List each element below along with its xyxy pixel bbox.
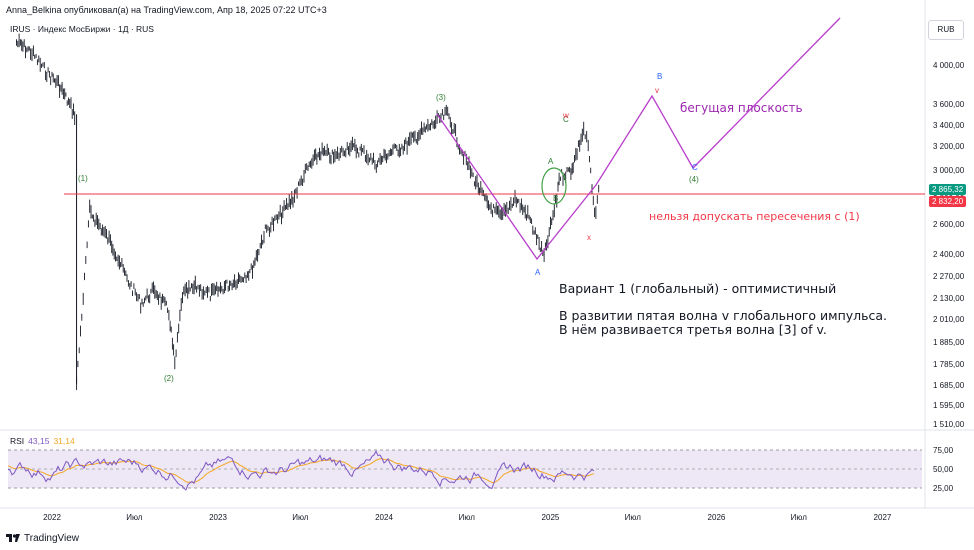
y-tick-label: 1 885,00 [933, 338, 965, 347]
rsi-line [7, 450, 595, 491]
y-tick-label: 3 000,00 [933, 166, 965, 175]
wave-label-w[interactable]: w [563, 111, 569, 120]
y-tick-label: 3 200,00 [933, 142, 965, 151]
footer-brand[interactable]: TradingView [6, 533, 79, 544]
wave-circle[interactable] [541, 167, 567, 205]
wave-label-4[interactable]: (4) [689, 175, 699, 184]
x-tick-label: 2024 [375, 513, 393, 522]
x-tick-label: Июл [459, 513, 476, 522]
wave-label-3[interactable]: (3) [436, 93, 446, 102]
x-tick-label: Июл [791, 513, 808, 522]
rsi-tick-label: 75,00 [933, 446, 954, 455]
wave-label-a-low[interactable]: A [535, 268, 541, 277]
rsi-legend[interactable]: RSI 43,15 31,14 [10, 436, 75, 446]
x-tick-label: 2025 [542, 513, 560, 522]
annotation-variant[interactable]: Вариант 1 (глобальный) - оптимистичный [559, 281, 837, 296]
rsi-tick-label: 25,00 [933, 484, 954, 493]
x-tick-label: 2022 [43, 513, 61, 522]
y-tick-label: 1 685,00 [933, 381, 965, 390]
rsi-series [7, 450, 595, 491]
level-price-tag: 2 832,20 [929, 196, 967, 207]
y-tick-label: 1 510,00 [933, 420, 965, 429]
current-price-tag: 2 865,32 [929, 184, 967, 195]
y-tick-label: 2 130,00 [933, 294, 965, 303]
symbol-label[interactable]: IRUS · Индекс МосБиржи · 1Д · RUS [10, 24, 154, 34]
wave-label-2[interactable]: (2) [164, 374, 174, 383]
wave-label-c-green[interactable]: C [563, 115, 569, 124]
x-tick-label: 2026 [708, 513, 726, 522]
x-tick-label: Июл [126, 513, 143, 522]
rsi-ma-value: 31,14 [53, 436, 75, 446]
wave-label-a-green[interactable]: A [548, 157, 554, 166]
x-tick-label: 2023 [209, 513, 227, 522]
y-tick-label: 4 000,00 [933, 61, 965, 70]
y-tick-label: 2 270,00 [933, 272, 965, 281]
currency-button[interactable]: RUB [928, 20, 964, 40]
x-tick-label: Июл [625, 513, 642, 522]
annotation-running-flat[interactable]: бегущая плоскость [680, 101, 803, 115]
wave-label-c-blue[interactable]: C [692, 163, 698, 172]
rsi-value: 43,15 [28, 436, 50, 446]
publish-header: Anna_Belkina опубликовал(а) на TradingVi… [6, 5, 327, 15]
x-tick-label: 2027 [874, 513, 892, 522]
annotation-no-cross[interactable]: нельзя допускать пересечения с (1) [649, 210, 860, 223]
price-series [16, 33, 600, 391]
y-tick-label: 1 785,00 [933, 360, 965, 369]
x-tick-label: Июл [292, 513, 309, 522]
y-tick-label: 2 600,00 [933, 220, 965, 229]
y-tick-label: 3 600,00 [933, 100, 965, 109]
tradingview-logo-icon [6, 534, 20, 543]
y-tick-label: 2 400,00 [933, 250, 965, 259]
wave-projection-line[interactable] [436, 17, 841, 261]
wave-label-b-green[interactable]: B [553, 194, 559, 203]
footer-brand-label: TradingView [24, 533, 80, 544]
rsi-tick-label: 50,00 [933, 465, 954, 474]
y-tick-label: 2 010,00 [933, 315, 965, 324]
y-tick-label: 1 595,00 [933, 401, 965, 410]
wave-label-x[interactable]: x [587, 233, 591, 242]
rsi-name: RSI [10, 436, 25, 446]
annotation-line-2[interactable]: В развитии пятая волна v глобального имп… [559, 308, 888, 323]
wave-label-1[interactable]: (1) [78, 174, 88, 183]
annotation-line-3[interactable]: В нём развивается третья волна [3] of v. [559, 322, 827, 337]
wave-label-v[interactable]: v [655, 86, 659, 95]
wave-label-b-blue[interactable]: B [657, 72, 663, 81]
y-tick-label: 3 400,00 [933, 121, 965, 130]
